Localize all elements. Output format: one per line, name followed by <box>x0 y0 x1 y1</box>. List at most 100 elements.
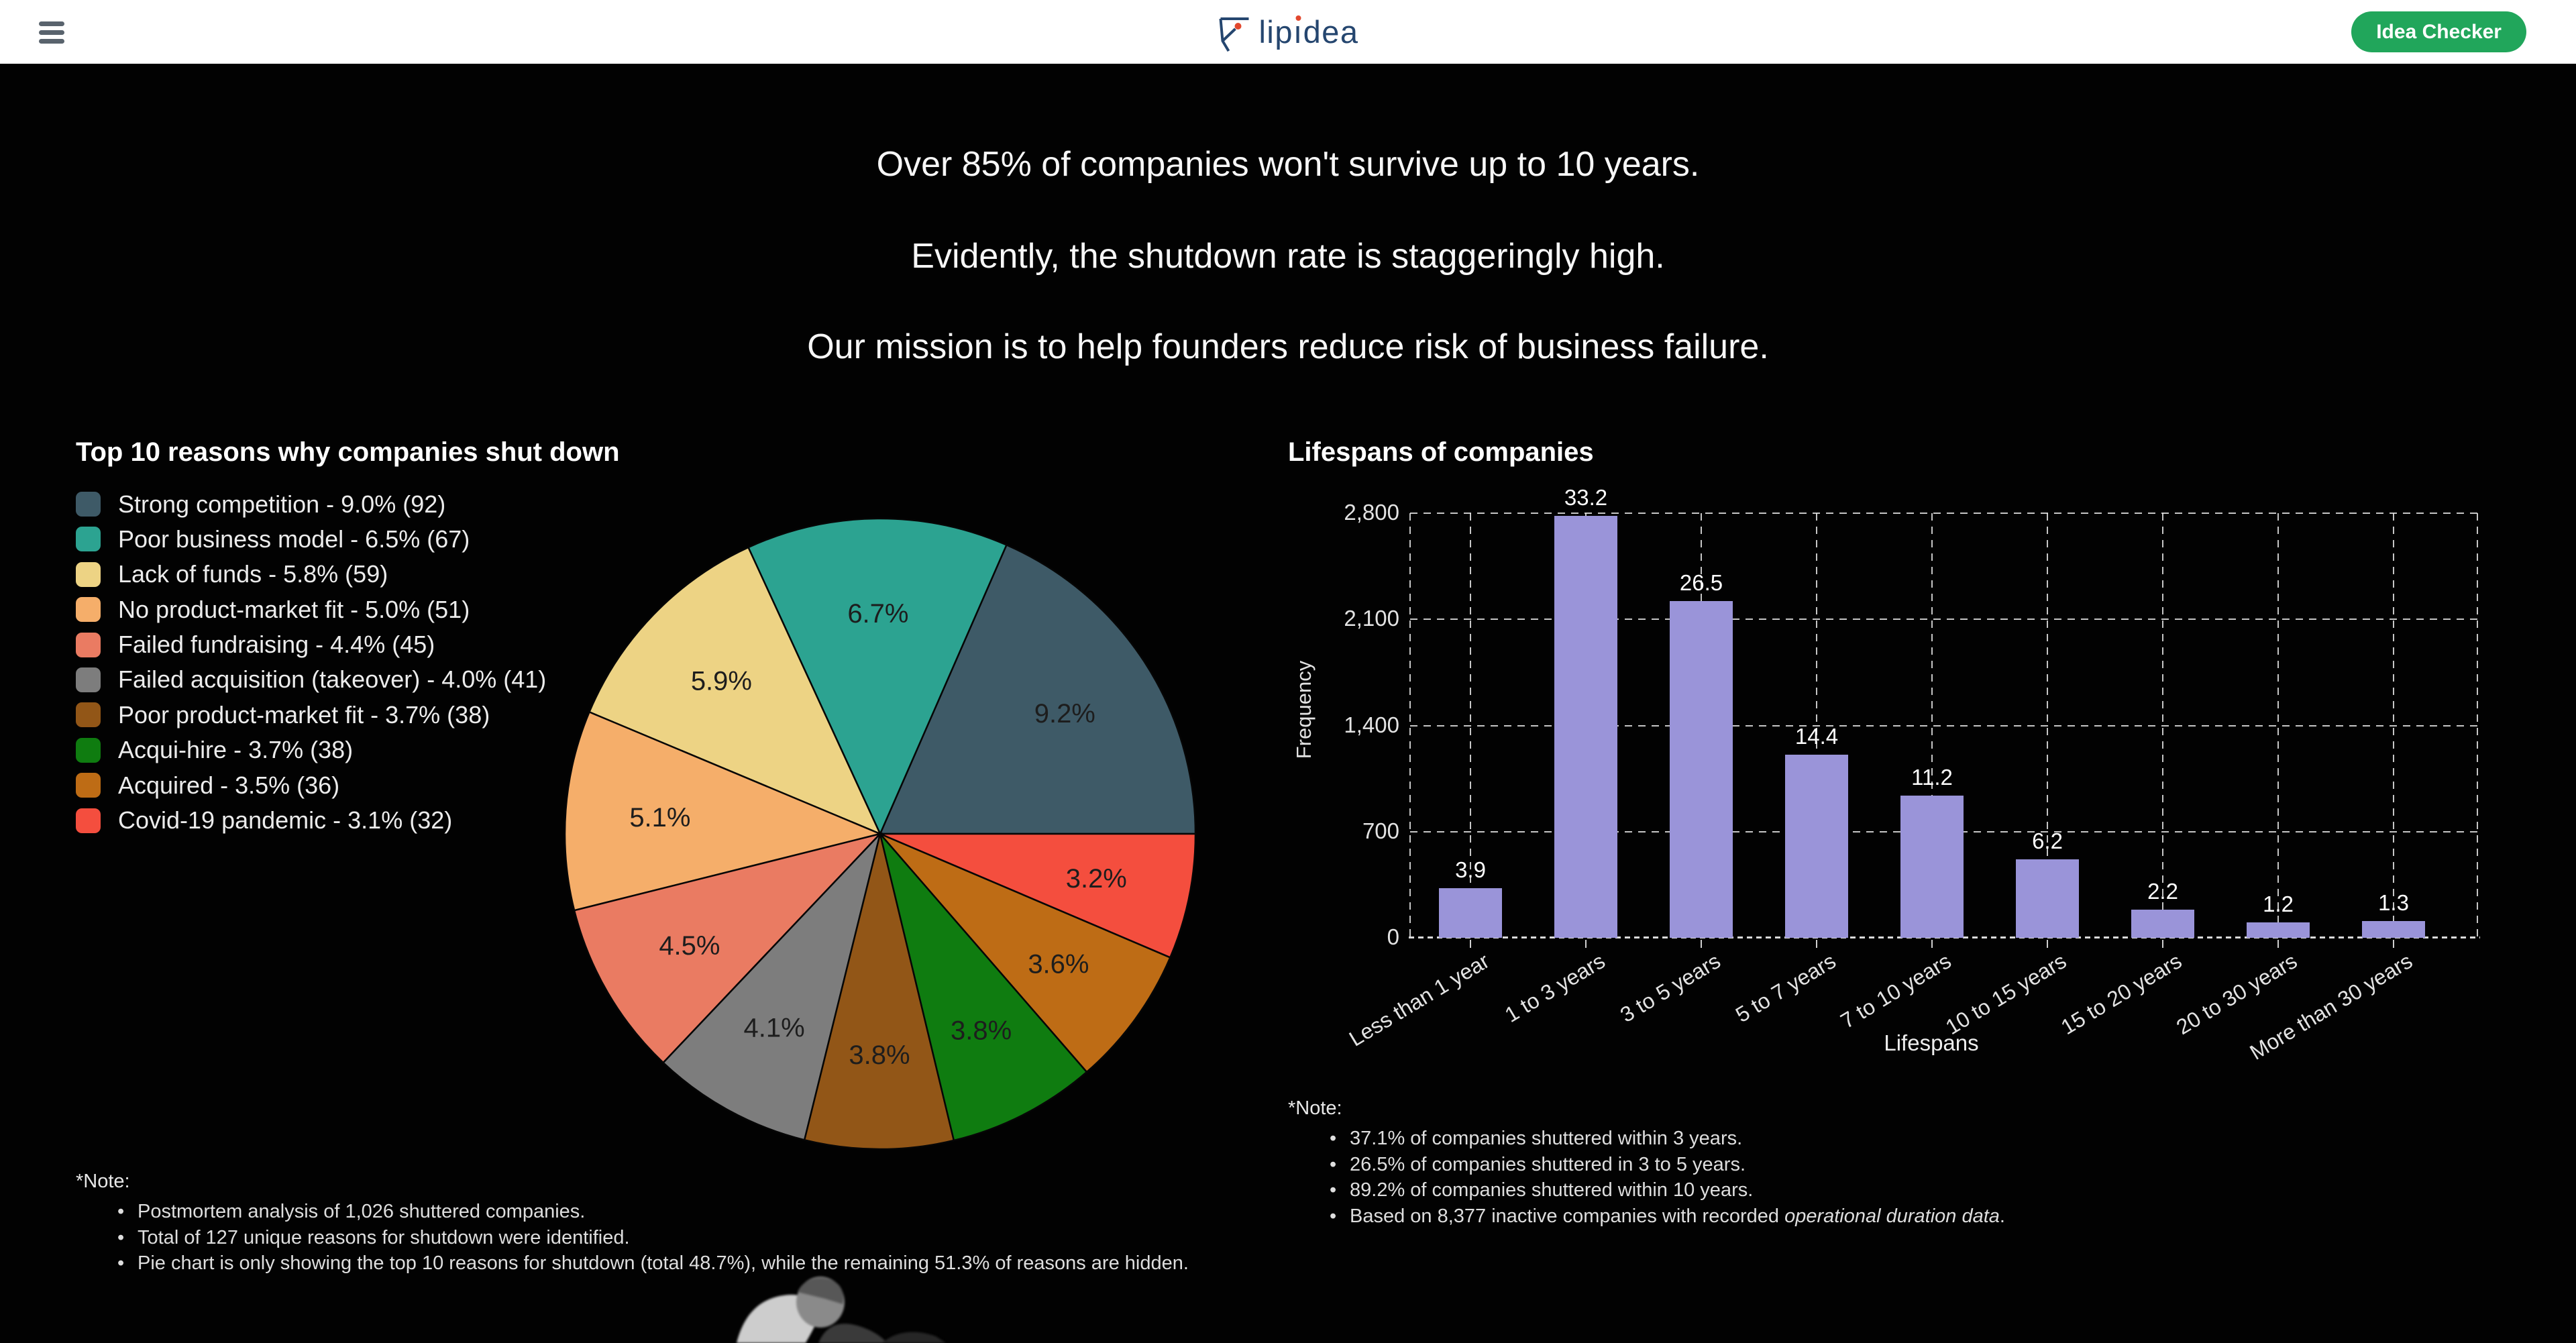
bar <box>2131 910 2194 938</box>
legend-item: Strong competition - 9.0% (92) <box>76 490 546 518</box>
hero-line-2: Evidently, the shutdown rate is staggeri… <box>911 237 1665 276</box>
pie-slice <box>564 710 883 912</box>
x-tick <box>1701 940 1702 948</box>
pie-slice-label: 3.6% <box>1028 950 1089 979</box>
logo[interactable]: lipı dea <box>1217 13 1358 52</box>
pie-slice-label: 3.8% <box>951 1016 1012 1046</box>
legend-label: Lack of funds - 5.8% (59) <box>118 560 388 588</box>
legend-swatch <box>76 773 101 798</box>
note-bullet: • Based on 8,377 inactive companies with … <box>1330 1206 2005 1226</box>
bar <box>2016 859 2079 938</box>
gridline-vertical <box>2047 513 2048 938</box>
pie-note: *Note: • Postmortem analysis of 1,026 shut… <box>76 1171 1189 1279</box>
legend-label: Poor business model - 6.5% (67) <box>118 525 470 553</box>
legend-label: Failed acquisition (takeover) - 4.0% (41… <box>118 665 547 694</box>
hero-line-1: Over 85% of companies won't survive up t… <box>876 145 1700 184</box>
pie-slice-label: 5.1% <box>629 803 690 832</box>
bar-value-label: 14.4 <box>1794 724 1839 749</box>
person-photo <box>737 1277 946 1343</box>
logo-red-dot-i: ı <box>1293 14 1303 50</box>
bar-chart-title: Lifespans of companies <box>1288 437 1594 467</box>
x-tick <box>2162 940 2163 948</box>
x-tick-label: 7 to 10 years <box>1836 949 1955 1034</box>
legend-item: Failed fundraising - 4.4% (45) <box>76 631 546 659</box>
gridline-vertical <box>1409 513 1411 938</box>
legend-label: Acquired - 3.5% (36) <box>118 771 340 799</box>
pie-slice-label: 4.1% <box>744 1014 805 1043</box>
bullet-icon: • <box>117 1201 125 1222</box>
x-tick <box>1931 940 1933 948</box>
note-text: Based on 8,377 inactive companies with r… <box>1350 1206 2005 1226</box>
x-tick-label: Less than 1 year <box>1345 949 1494 1051</box>
x-tick <box>2047 940 2048 948</box>
idea-checker-button[interactable]: Idea Checker <box>2351 11 2526 52</box>
x-tick <box>2277 940 2279 948</box>
hamburger-icon <box>39 38 64 44</box>
hamburger-icon <box>39 30 64 35</box>
pie-chart-title: Top 10 reasons why companies shut down <box>76 437 620 467</box>
hero-line-3: Our mission is to help founders reduce r… <box>807 327 1769 366</box>
pie-slice-label: 6.7% <box>847 599 908 629</box>
x-tick-label: 1 to 3 years <box>1500 949 1609 1027</box>
note-bullet: • 37.1% of companies shuttered within 3 y… <box>1330 1128 2005 1148</box>
logo-icon <box>1219 17 1249 52</box>
note-bullet: • Postmortem analysis of 1,026 shuttered … <box>117 1201 1189 1222</box>
legend-item: Covid-19 pandemic - 3.1% (32) <box>76 806 546 835</box>
legend-label: Failed fundraising - 4.4% (45) <box>118 631 435 659</box>
note-text: 37.1% of companies shuttered within 3 ye… <box>1350 1128 1742 1148</box>
legend-swatch <box>76 527 101 552</box>
legend-swatch <box>76 561 101 587</box>
note-bullet: • 89.2% of companies shuttered within 10 … <box>1330 1180 2005 1200</box>
gridline-vertical <box>2277 513 2279 938</box>
note-text: Total of 127 unique reasons for shutdown… <box>138 1228 630 1248</box>
y-tick-label: 0 <box>1387 924 1399 949</box>
hamburger-icon <box>39 21 64 26</box>
gridline-vertical <box>2477 513 2478 938</box>
menu-button[interactable] <box>39 15 68 49</box>
gridline-vertical <box>2393 513 2394 938</box>
gridline-vertical <box>1470 513 1471 938</box>
legend-swatch <box>76 737 101 763</box>
gridline-vertical <box>2162 513 2163 938</box>
legend-item: Acquired - 3.5% (36) <box>76 771 546 799</box>
note-text-segment: Total of 127 unique reasons for shutdown… <box>138 1226 630 1248</box>
legend-label: Covid-19 pandemic - 3.1% (32) <box>118 806 453 835</box>
bullet-icon: • <box>1330 1179 1337 1201</box>
note-bullet: • Pie chart is only showing the top 10 re… <box>117 1253 1189 1273</box>
bar <box>2362 921 2425 938</box>
bar <box>1554 516 1617 938</box>
y-tick-label: 2,100 <box>1344 606 1399 631</box>
bullet-icon: • <box>1330 1128 1337 1149</box>
note-bullet: • Total of 127 unique reasons for shutdow… <box>117 1228 1189 1248</box>
note-text: 26.5% of companies shuttered in 3 to 5 y… <box>1350 1154 1746 1175</box>
pie-slice <box>879 833 1088 1142</box>
note-title: *Note: <box>1288 1097 1342 1119</box>
x-tick-label: 15 to 20 years <box>2057 949 2186 1040</box>
pie-slice-label: 3.8% <box>849 1040 910 1070</box>
note-text-segment: Pie chart is only showing the top 10 rea… <box>138 1252 1189 1274</box>
bar-value-label: 11.2 <box>1911 765 1953 790</box>
pie-slice <box>661 830 882 1141</box>
legend-label: Strong competition - 9.0% (92) <box>118 490 446 518</box>
note-text-segment: . <box>1999 1205 2005 1227</box>
pie-slice <box>803 833 955 1150</box>
legend-swatch <box>76 808 101 833</box>
bar-note: *Note: • 37.1% of companies shuttered with… <box>1288 1097 2005 1232</box>
bar-value-label: 33.2 <box>1564 485 1608 510</box>
pie-slice-label: 3.2% <box>1066 864 1127 894</box>
gridline-vertical <box>1816 513 1817 938</box>
bar-value-label: 1.3 <box>2378 890 2409 915</box>
pie-slice <box>879 543 1197 835</box>
y-tick-label: 1,400 <box>1344 712 1399 737</box>
legend-swatch <box>76 597 101 623</box>
x-tick <box>1585 940 1587 948</box>
note-text: Postmortem analysis of 1,026 shuttered c… <box>138 1201 585 1222</box>
note-title: *Note: <box>76 1171 130 1192</box>
bar <box>1439 888 1502 938</box>
pie-slice-label: 4.5% <box>659 931 720 961</box>
legend-swatch <box>76 667 101 692</box>
logo-text: lipı dea <box>1258 14 1359 50</box>
bar <box>1900 796 1964 938</box>
y-tick-label: 2,800 <box>1344 500 1399 525</box>
app-header: lipı dea Idea Checker <box>0 0 2576 64</box>
